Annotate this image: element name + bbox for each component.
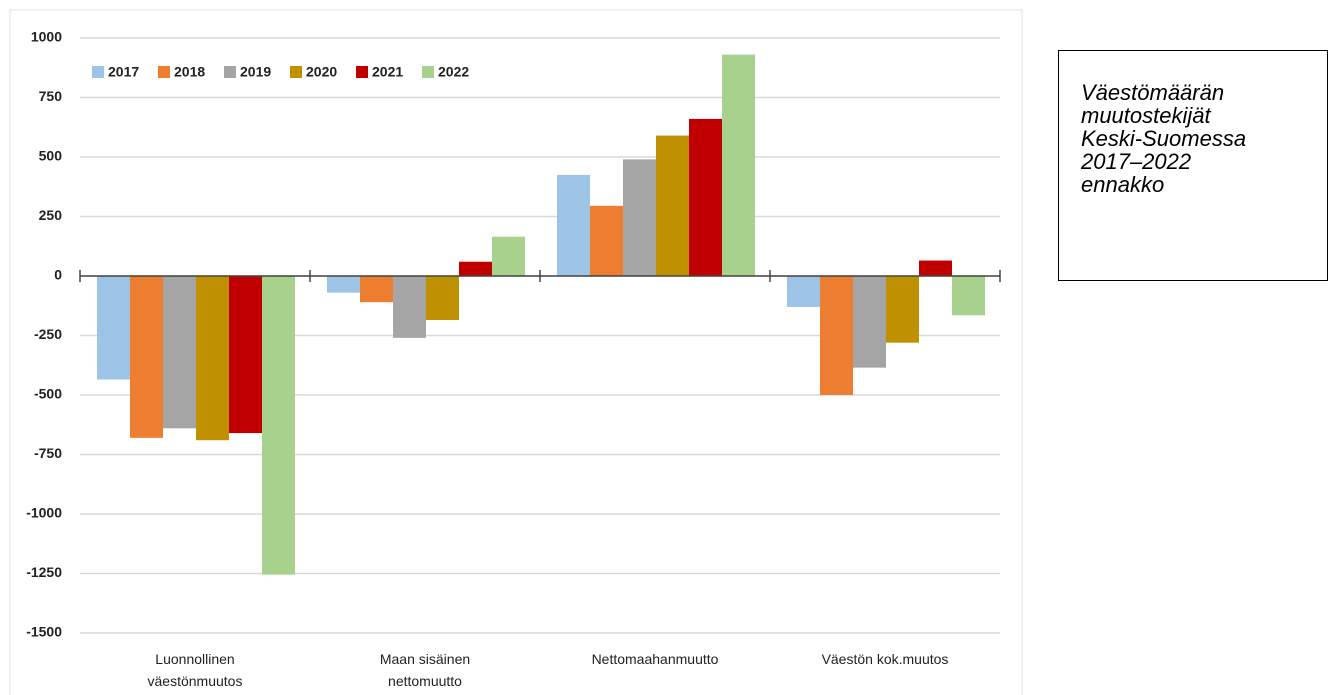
bar — [820, 276, 853, 395]
x-tick-label: Nettomaahanmuutto — [591, 651, 719, 667]
y-tick-label: 0 — [54, 267, 62, 283]
y-tick-label: -1000 — [26, 505, 62, 521]
bar — [262, 276, 295, 575]
chart-frame — [9, 9, 1023, 695]
bar — [952, 276, 985, 316]
y-tick-label: 1000 — [31, 29, 62, 45]
y-tick-label: -1250 — [26, 564, 62, 580]
y-tick-label: 750 — [39, 88, 63, 104]
bar — [360, 276, 393, 303]
x-tick-label: Maan sisäinen nettomuutto — [379, 651, 471, 689]
bar — [163, 276, 196, 429]
legend-label: 2019 — [240, 64, 271, 80]
bar — [492, 236, 525, 276]
bar — [393, 276, 426, 338]
bar — [590, 205, 623, 276]
bar — [557, 174, 590, 276]
bar — [229, 276, 262, 434]
bar — [689, 118, 722, 276]
bar — [787, 276, 820, 307]
bar — [722, 54, 755, 276]
legend-swatch — [290, 66, 302, 78]
bar — [327, 276, 360, 293]
bar — [97, 276, 130, 380]
legend-label: 2017 — [108, 64, 139, 80]
legend-label: 2022 — [438, 64, 469, 80]
bar — [623, 159, 656, 276]
y-tick-label: -1500 — [26, 624, 62, 640]
bar — [130, 276, 163, 438]
legend-swatch — [422, 66, 434, 78]
legend-swatch — [224, 66, 236, 78]
legend-swatch — [356, 66, 368, 78]
bar — [919, 260, 952, 276]
legend-swatch — [92, 66, 104, 78]
bar — [886, 276, 919, 343]
y-tick-label: 500 — [39, 148, 63, 164]
y-tick-label: -750 — [34, 445, 62, 461]
bar — [196, 276, 229, 441]
legend-swatch — [158, 66, 170, 78]
chart-title: Väestömäärän muutostekijät Keski-Suomess… — [1081, 80, 1247, 197]
x-tick-label: Luonnollinen väestönmuutos — [147, 651, 243, 689]
x-tick-label: Väestön kok.muutos — [821, 651, 949, 667]
y-tick-label: -500 — [34, 386, 62, 402]
title-box: Väestömäärän muutostekijät Keski-Suomess… — [1058, 50, 1328, 281]
bar — [459, 261, 492, 276]
legend-label: 2020 — [306, 64, 337, 80]
bar — [853, 276, 886, 368]
legend-label: 2018 — [174, 64, 205, 80]
bar — [426, 276, 459, 321]
bar — [656, 135, 689, 276]
y-tick-label: -250 — [34, 326, 62, 342]
y-tick-label: 250 — [39, 207, 63, 223]
legend-label: 2021 — [372, 64, 403, 80]
